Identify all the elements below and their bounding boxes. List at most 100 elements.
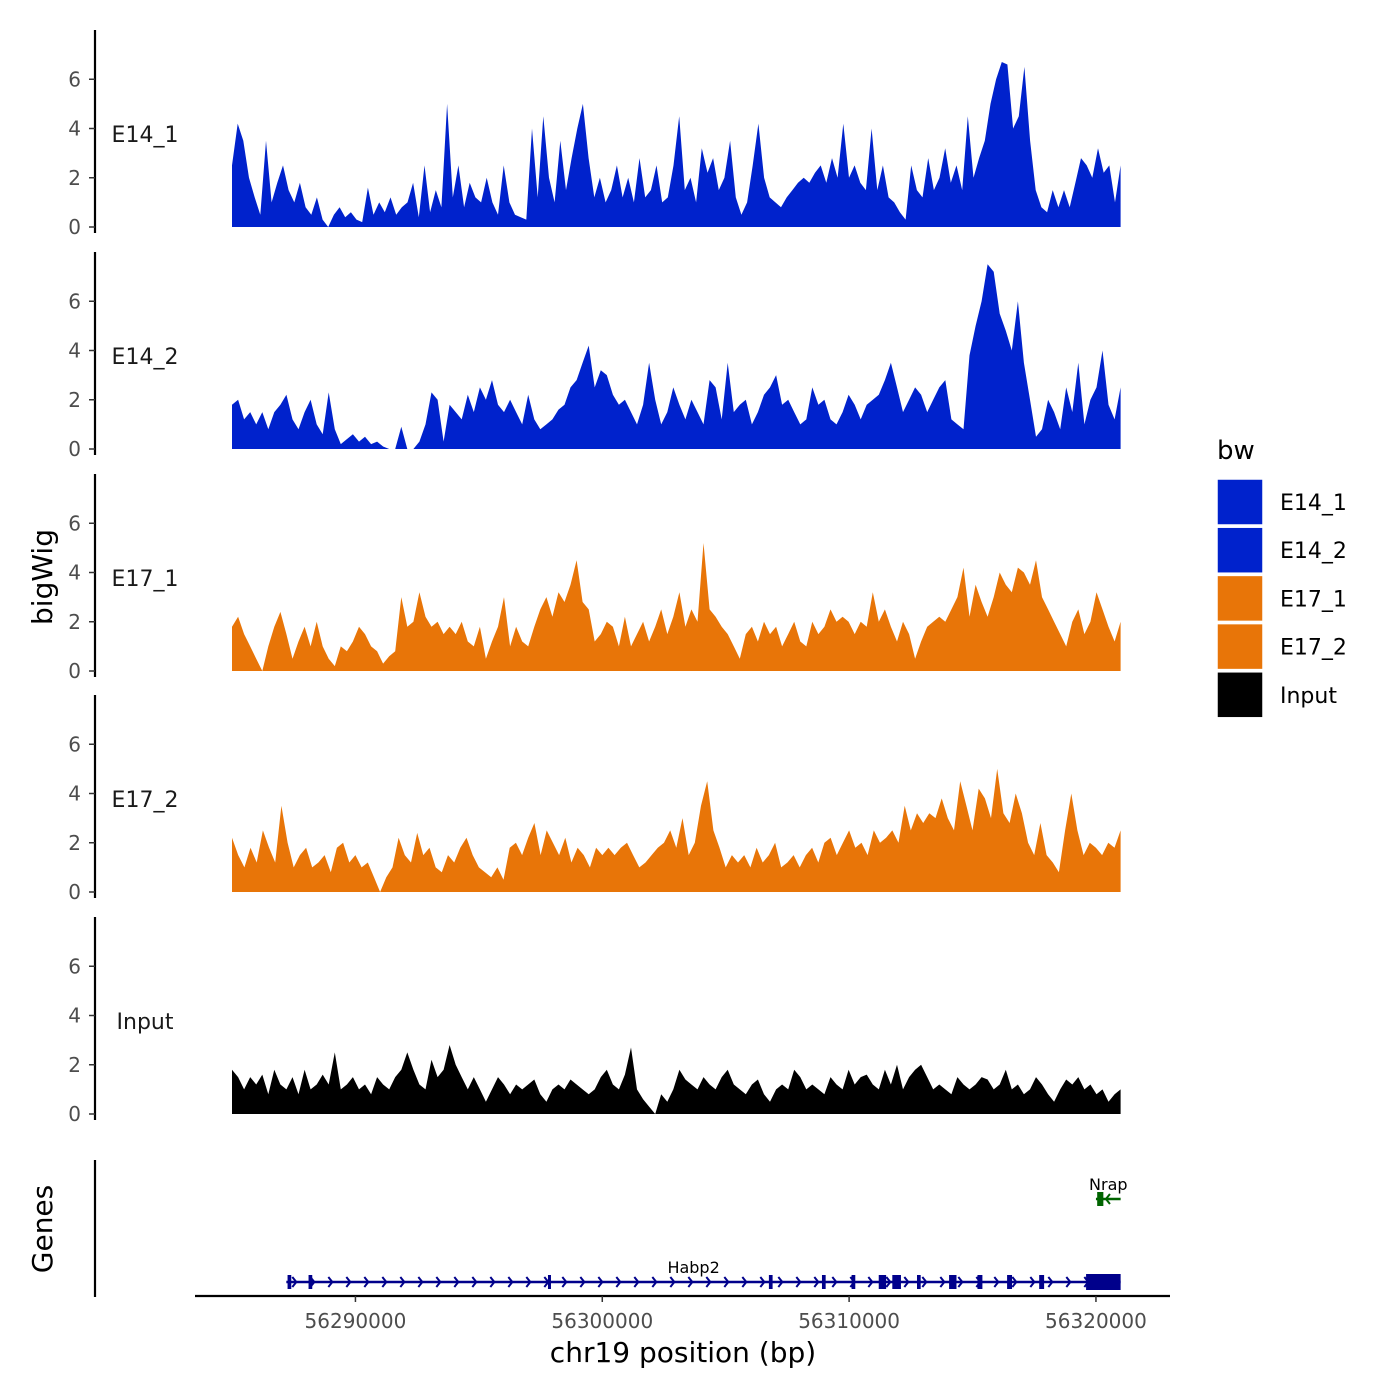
exon (1039, 1275, 1045, 1289)
strand-arrow (705, 1276, 712, 1288)
legend-label: E17_1 (1280, 587, 1347, 612)
exon (878, 1275, 887, 1289)
strand-arrow (525, 1276, 532, 1288)
legend-label: E14_2 (1280, 539, 1347, 564)
exon (916, 1275, 921, 1289)
strand-arrow (507, 1276, 514, 1288)
strand-arrow (777, 1276, 784, 1288)
exon (892, 1275, 901, 1289)
legend-item: E17_1 (1216, 574, 1347, 623)
track-label-E17_1: E17_1 (112, 567, 179, 592)
strand-arrow (489, 1276, 496, 1288)
legend-swatch (1216, 478, 1264, 526)
track-label-E17_2: E17_2 (112, 788, 179, 813)
strand-arrow (993, 1276, 1000, 1288)
y-tick-label: 6 (68, 732, 81, 756)
strand-arrow (921, 1276, 928, 1288)
exon (851, 1275, 856, 1289)
x-axis: 56290000 56300000 56310000 56320000 chr19 p… (195, 1294, 1170, 1369)
exon (287, 1275, 292, 1289)
strand-arrow (597, 1276, 604, 1288)
track-E17_1: 0 2 4 6 E17_1 (68, 474, 1121, 683)
signal-area-Input (232, 1045, 1121, 1114)
strand-arrow (957, 1276, 964, 1288)
signal-area-E17_1 (232, 543, 1121, 671)
strand-arrow (579, 1276, 586, 1288)
strand-arrow (651, 1276, 658, 1288)
strand-arrow (741, 1276, 748, 1288)
exon (547, 1275, 551, 1289)
strand-arrow (345, 1276, 352, 1288)
legend-label: E14_1 (1280, 491, 1347, 516)
exon (821, 1275, 826, 1289)
exon (949, 1275, 957, 1289)
y-tick-label: 2 (68, 388, 81, 412)
y-tick-label: 0 (68, 215, 81, 239)
track-label-Input: Input (117, 1010, 174, 1035)
exon (1086, 1274, 1121, 1290)
legend-item: E14_2 (1216, 526, 1347, 574)
exon (1007, 1275, 1013, 1289)
y-tick-label: 4 (68, 117, 81, 141)
strand-arrow (633, 1276, 640, 1288)
strand-arrow (291, 1276, 298, 1288)
signal-area-E14_2 (232, 264, 1121, 449)
legend-item: E17_2 (1216, 622, 1347, 671)
legend-item: E14_1 (1216, 478, 1347, 526)
strand-arrow (327, 1276, 334, 1288)
strand-arrow (363, 1276, 370, 1288)
y-tick-label: 6 (68, 289, 81, 313)
gene-Nrap: Nrap (1089, 1175, 1128, 1206)
gene-Habp2: Habp2 (286, 1258, 1121, 1290)
strand-arrow (723, 1276, 730, 1288)
legend-label: Input (1280, 684, 1337, 709)
strand-arrow (867, 1276, 874, 1288)
strand-arrow (1029, 1276, 1036, 1288)
x-tick-label: 56320000 (1045, 1309, 1147, 1333)
legend: bw E14_1 E14_2 E17_1 E17_2 Input (1216, 436, 1347, 719)
strand-arrow (831, 1276, 838, 1288)
y-tick-label: 2 (68, 831, 81, 855)
track-Input: 0 2 4 6 Input (68, 917, 1121, 1126)
strand-arrow (381, 1276, 388, 1288)
exon (1097, 1192, 1104, 1206)
strand-arrow (1104, 1193, 1111, 1205)
x-tick-label: 56310000 (798, 1309, 900, 1333)
strand-arrow (1011, 1276, 1018, 1288)
y-tick-label: 0 (68, 880, 81, 904)
y-tick-label: 4 (68, 339, 81, 363)
strand-arrow (885, 1276, 892, 1288)
strand-arrow (687, 1276, 694, 1288)
y-tick-label: 2 (68, 166, 81, 190)
strand-arrow (939, 1276, 946, 1288)
x-tick-label: 56300000 (551, 1309, 653, 1333)
bigwig-tracks: 0 2 4 6 E14_1 0 2 4 6 E14_2 0 2 4 6 E17_1 0 2 4 6 E17_2 0 2 4 6… (68, 30, 1121, 1126)
x-tick-label: 56290000 (305, 1309, 407, 1333)
y-tick-label: 0 (68, 1102, 81, 1126)
y-tick-label: 6 (68, 954, 81, 978)
strand-arrow (453, 1276, 460, 1288)
legend-swatch (1216, 671, 1264, 719)
strand-arrow (435, 1276, 442, 1288)
y-axis-title: bigWig (26, 529, 59, 625)
y-tick-label: 0 (68, 659, 81, 683)
y-tick-label: 6 (68, 67, 81, 91)
legend-label: E17_2 (1280, 636, 1347, 661)
strand-arrow (759, 1276, 766, 1288)
legend-swatch (1216, 622, 1264, 671)
strand-arrow (417, 1276, 424, 1288)
gene-label: Nrap (1089, 1175, 1128, 1194)
y-tick-label: 6 (68, 511, 81, 535)
exon (768, 1275, 773, 1289)
exon (977, 1275, 983, 1289)
y-tick-label: 0 (68, 437, 81, 461)
y-tick-label: 2 (68, 610, 81, 634)
strand-arrow (615, 1276, 622, 1288)
legend-item: Input (1216, 671, 1337, 719)
strand-arrow (561, 1276, 568, 1288)
exon (308, 1275, 313, 1289)
gene-label: Habp2 (667, 1258, 719, 1277)
strand-arrow (1047, 1276, 1054, 1288)
y-tick-label: 4 (68, 782, 81, 806)
